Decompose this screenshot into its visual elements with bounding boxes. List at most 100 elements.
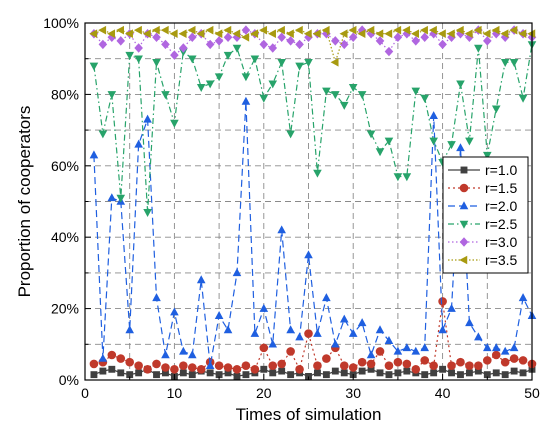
data-point <box>419 25 428 35</box>
data-point <box>474 332 483 341</box>
data-point <box>187 363 197 372</box>
x-axis-label: Times of simulation <box>236 405 382 424</box>
data-point <box>384 361 394 371</box>
data-point <box>286 325 295 334</box>
data-point <box>286 347 295 356</box>
data-point <box>527 29 536 39</box>
data-point <box>339 29 348 39</box>
data-point <box>286 130 295 139</box>
legend-label: r=2.5 <box>485 216 518 232</box>
data-point <box>482 29 491 39</box>
data-point <box>223 325 233 334</box>
data-point <box>89 150 99 159</box>
data-point <box>286 36 295 46</box>
data-point <box>214 73 224 82</box>
data-point <box>331 339 340 348</box>
data-point <box>179 369 187 377</box>
data-point <box>420 94 430 103</box>
data-point <box>232 268 242 277</box>
data-point <box>322 87 331 96</box>
data-point <box>491 343 501 352</box>
data-point <box>223 25 232 35</box>
data-point <box>339 361 349 371</box>
data-point <box>259 343 269 353</box>
data-point <box>276 25 285 35</box>
data-point <box>268 43 278 53</box>
data-point <box>126 371 134 379</box>
data-point <box>411 87 421 96</box>
data-point <box>509 354 519 363</box>
data-point <box>483 343 492 352</box>
data-point <box>232 29 241 39</box>
y-tick-label: 60% <box>51 158 79 174</box>
data-point <box>206 369 214 377</box>
series-r-2-0 <box>89 96 537 369</box>
data-point <box>151 25 160 35</box>
data-point <box>321 25 330 35</box>
data-point <box>474 44 483 53</box>
data-point <box>134 43 143 53</box>
data-point <box>98 25 107 35</box>
data-point <box>259 39 269 50</box>
data-point <box>428 25 437 35</box>
data-point <box>430 369 438 377</box>
data-point <box>242 371 250 379</box>
series-line <box>93 29 532 65</box>
data-point <box>179 361 188 371</box>
legend-label: r=2.0 <box>485 198 518 214</box>
data-point <box>178 29 187 39</box>
data-point <box>366 25 375 35</box>
data-point <box>170 50 179 60</box>
data-point <box>125 325 134 334</box>
data-point <box>447 303 456 312</box>
data-point <box>509 59 519 67</box>
data-point <box>384 137 394 146</box>
data-point <box>295 332 304 341</box>
data-point <box>313 169 322 178</box>
data-point <box>277 32 286 43</box>
data-point <box>375 29 384 39</box>
data-point <box>348 328 358 337</box>
data-point <box>385 371 393 379</box>
y-tick-label: 100% <box>43 15 79 31</box>
data-point <box>250 364 260 374</box>
data-point <box>268 29 276 39</box>
data-point <box>446 29 455 39</box>
data-point <box>366 359 376 369</box>
data-point <box>108 365 116 373</box>
legend-marker <box>459 237 469 247</box>
data-point <box>187 55 197 64</box>
data-point <box>402 173 412 182</box>
data-point <box>393 25 402 35</box>
data-point <box>224 369 232 377</box>
data-point <box>233 372 241 380</box>
data-point <box>116 354 126 363</box>
data-point <box>133 25 142 35</box>
data-point <box>402 25 411 35</box>
data-point <box>223 32 233 43</box>
data-point <box>124 29 133 39</box>
data-point <box>268 80 278 89</box>
data-point <box>241 25 251 35</box>
data-point <box>348 32 358 43</box>
data-point <box>465 137 474 146</box>
x-tick-label: 50 <box>524 385 540 401</box>
data-point <box>152 59 161 67</box>
data-point <box>89 29 98 39</box>
series-r-1-0 <box>90 365 536 380</box>
legend-label: r=1.0 <box>485 162 518 178</box>
data-point <box>384 29 393 39</box>
data-point <box>196 84 206 92</box>
data-point <box>143 364 152 374</box>
data-point <box>366 350 376 359</box>
data-point <box>269 369 277 377</box>
data-point <box>169 29 178 39</box>
data-point <box>161 39 170 50</box>
data-point <box>429 361 438 371</box>
data-point <box>403 367 411 375</box>
data-point <box>339 101 349 110</box>
data-point <box>500 346 510 355</box>
data-point <box>456 143 465 152</box>
data-point <box>259 303 269 312</box>
data-point <box>509 25 518 35</box>
